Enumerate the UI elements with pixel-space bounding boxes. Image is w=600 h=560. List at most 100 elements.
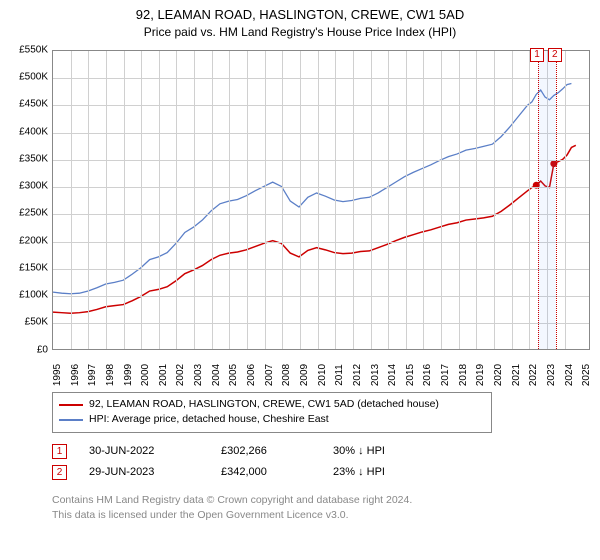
y-axis-label: £50K [25,317,48,328]
x-axis-label: 2002 [175,364,186,386]
gridline-v [247,51,248,349]
y-axis-label: £0 [37,344,48,355]
gridline-v [565,51,566,349]
gridline-h [53,214,589,215]
y-axis-label: £150K [19,262,48,273]
transaction-marker: 1 [52,444,67,459]
footer-line1: Contains HM Land Registry data © Crown c… [52,493,594,508]
gridline-v [512,51,513,349]
y-axis-label: £250K [19,208,48,219]
transaction-price: £302,266 [221,441,311,462]
x-axis-label: 2009 [299,364,310,386]
transaction-details: 130-JUN-2022£302,26630% ↓ HPI229-JUN-202… [52,441,572,483]
y-axis-label: £350K [19,153,48,164]
x-axis-label: 1998 [105,364,116,386]
marker-dotted-line [538,51,539,349]
transaction-marker: 2 [52,465,67,480]
gridline-v [265,51,266,349]
gridline-v [194,51,195,349]
x-axis-label: 2004 [211,364,222,386]
y-axis-label: £200K [19,235,48,246]
x-axis-label: 2018 [458,364,469,386]
gridline-v [476,51,477,349]
y-axis-label: £500K [19,72,48,83]
x-axis-label: 1997 [87,364,98,386]
gridline-v [124,51,125,349]
gridline-h [53,105,589,106]
transaction-diff: 23% ↓ HPI [333,462,443,483]
x-axis-label: 2008 [281,364,292,386]
gridline-h [53,323,589,324]
gridline-v [459,51,460,349]
x-axis-label: 2022 [528,364,539,386]
transaction-price: £342,000 [221,462,311,483]
gridline-v [494,51,495,349]
chart-svg [53,51,589,349]
gridline-v [88,51,89,349]
x-axis-label: 2006 [246,364,257,386]
gridline-h [53,160,589,161]
gridline-h [53,187,589,188]
chart: £0 £50K £100K £150K £200K £250K £300K £350K £400… [6,46,594,386]
gridline-v [388,51,389,349]
gridline-h [53,269,589,270]
gridline-v [371,51,372,349]
plot-area [52,50,590,350]
gridline-v [229,51,230,349]
x-axis-label: 2000 [140,364,151,386]
y-axis-label: £450K [19,99,48,110]
chart-title: 92, LEAMAN ROAD, HASLINGTON, CREWE, CW1 … [6,6,594,24]
legend-label: 92, LEAMAN ROAD, HASLINGTON, CREWE, CW1 … [89,397,439,413]
transaction-date: 29-JUN-2023 [89,462,199,483]
gridline-v [212,51,213,349]
footer-line2: This data is licensed under the Open Gov… [52,508,594,523]
gridline-h [53,78,589,79]
transaction-row: 2 29-JUN-2023 £342,000 23% ↓ HPI [52,462,572,483]
footer: Contains HM Land Registry data © Crown c… [52,493,594,522]
y-axis-label: £300K [19,181,48,192]
x-axis-label: 1999 [123,364,134,386]
x-axis-label: 2013 [370,364,381,386]
gridline-v [71,51,72,349]
x-axis-label: 2003 [193,364,204,386]
gridline-v [300,51,301,349]
legend-item: HPI: Average price, detached house, Ches… [59,412,485,428]
x-axis-label: 2019 [475,364,486,386]
x-axis-label: 2010 [317,364,328,386]
x-axis-label: 2017 [440,364,451,386]
x-axis-label: 1996 [70,364,81,386]
x-axis-label: 2011 [334,364,345,386]
legend-swatch [59,419,83,421]
x-axis-label: 2016 [422,364,433,386]
legend-label: HPI: Average price, detached house, Ches… [89,412,329,428]
gridline-v [529,51,530,349]
gridline-v [406,51,407,349]
x-axis-label: 1995 [52,364,63,386]
y-axis-label: £100K [19,290,48,301]
gridline-h [53,133,589,134]
gridline-v [176,51,177,349]
x-axis-label: 2023 [546,364,557,386]
gridline-v [159,51,160,349]
transaction-date: 30-JUN-2022 [89,441,199,462]
x-axis-label: 2020 [493,364,504,386]
gridline-v [423,51,424,349]
gridline-v [335,51,336,349]
marker-shade [538,51,556,349]
x-axis-label: 2025 [581,364,592,386]
title-block: 92, LEAMAN ROAD, HASLINGTON, CREWE, CW1 … [6,6,594,40]
x-axis-label: 2012 [352,364,363,386]
gridline-v [282,51,283,349]
gridline-v [353,51,354,349]
y-axis-label: £400K [19,126,48,137]
marker-dotted-line [556,51,557,349]
x-axis-label: 2024 [564,364,575,386]
legend-item: 92, LEAMAN ROAD, HASLINGTON, CREWE, CW1 … [59,397,485,413]
legend: 92, LEAMAN ROAD, HASLINGTON, CREWE, CW1 … [52,392,492,434]
transaction-row: 130-JUN-2022£302,26630% ↓ HPI [52,441,572,462]
gridline-v [318,51,319,349]
gridline-v [141,51,142,349]
legend-swatch [59,404,83,406]
x-axis-label: 2021 [511,364,522,386]
series-paid [53,145,576,313]
